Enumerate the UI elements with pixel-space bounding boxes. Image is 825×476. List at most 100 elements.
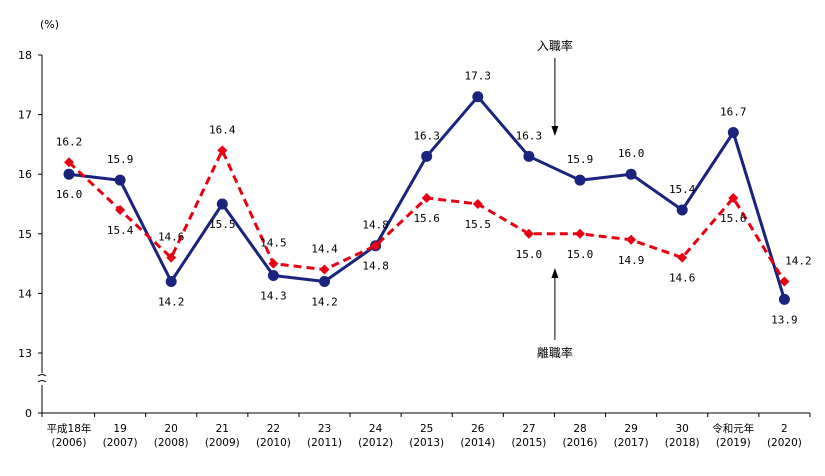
data-point-marker: [319, 275, 330, 287]
data-point-marker: [625, 168, 637, 180]
data-label: 14.5: [260, 237, 287, 250]
x-tick-label: 23: [318, 423, 331, 435]
data-point-marker: [114, 174, 126, 186]
data-label: 16.4: [209, 123, 236, 136]
data-point-marker: [216, 198, 228, 210]
x-tick-sublabel: (2017): [614, 437, 649, 449]
annotation-hiring-rate: 入職率: [537, 38, 573, 53]
data-point-marker: [166, 252, 177, 263]
data-label: 15.9: [107, 153, 134, 166]
y-tick-label: 15: [18, 228, 32, 241]
annotation-arrowhead: [551, 268, 559, 278]
x-tick-label: 27: [522, 423, 535, 435]
x-tick-sublabel: (2009): [205, 437, 240, 449]
data-label: 16.3: [413, 129, 440, 142]
data-point-marker: [779, 276, 790, 287]
y-tick-label: 17: [18, 109, 32, 122]
x-tick-sublabel: (2010): [256, 437, 291, 449]
data-label: 14.6: [158, 231, 185, 244]
data-label: 17.3: [465, 70, 492, 83]
data-label: 16.3: [516, 129, 543, 142]
data-point-marker: [626, 234, 637, 245]
x-tick-sublabel: (2014): [460, 437, 495, 449]
data-label: 14.2: [311, 295, 338, 308]
data-label: 14.4: [311, 243, 338, 256]
data-label: 14.8: [362, 219, 389, 232]
data-point-marker: [319, 264, 330, 275]
y-tick-label: 18: [18, 49, 32, 62]
x-tick-label: 20: [165, 423, 178, 435]
data-label: 15.6: [413, 212, 440, 225]
data-point-marker: [165, 275, 177, 287]
x-tick-label: 19: [113, 423, 126, 435]
x-axis-ticks: 平成18年 (2006) 19 (2007) 20 (2008) 21 (2009) 22 (20…: [41, 413, 811, 449]
data-point-marker: [727, 126, 739, 138]
data-point-marker: [370, 240, 381, 251]
y-tick-label: 0: [25, 407, 32, 420]
data-label: 14.3: [260, 290, 287, 303]
y-tick-label: 13: [18, 347, 32, 360]
data-point-marker: [472, 91, 484, 103]
data-label: 14.8: [362, 260, 389, 273]
data-label: 16.0: [618, 147, 645, 160]
data-label: 16.0: [56, 188, 83, 201]
data-point-marker: [217, 145, 228, 156]
data-label: 15.9: [567, 153, 594, 166]
data-label: 15.5: [209, 218, 236, 231]
series-group: [63, 91, 790, 305]
y-tick-label: 16: [18, 168, 32, 181]
data-label: 15.4: [669, 183, 696, 196]
x-tick-label: 30: [676, 423, 689, 435]
x-tick-sublabel: (2013): [409, 437, 444, 449]
data-point-marker: [63, 168, 75, 180]
x-tick-sublabel: (2011): [307, 437, 342, 449]
data-label: 16.7: [720, 105, 747, 118]
data-point-marker: [267, 270, 279, 282]
data-label: 14.6: [669, 272, 696, 285]
data-point-marker: [472, 199, 483, 209]
x-tick-sublabel: (2006): [52, 437, 87, 449]
y-axis-unit-label: (%): [40, 18, 59, 31]
axes: [37, 55, 810, 414]
data-label: 15.0: [516, 248, 543, 261]
x-tick-label: 28: [573, 423, 586, 435]
x-tick-label: 2: [781, 423, 788, 435]
data-label: 16.2: [56, 135, 83, 148]
annotation-separation-rate: 離職率: [537, 345, 573, 360]
data-label: 13.9: [771, 313, 798, 326]
data-point-marker: [421, 193, 432, 204]
axis-break-mark: [37, 374, 47, 383]
data-labels: 16.0 15.9 14.2 15.5 14.3 14.2 14.8 16.3 17.3 16.3…: [56, 70, 812, 327]
data-label: 14.2: [785, 254, 812, 267]
x-tick-sublabel: (2012): [358, 437, 393, 449]
x-tick-sublabel: (2016): [563, 437, 598, 449]
y-axis-ticks: 0 13 14 15 16 17 18: [18, 49, 42, 420]
data-point-marker: [575, 228, 585, 239]
x-tick-sublabel: (2015): [511, 437, 546, 449]
x-tick-label: 平成18年: [47, 422, 92, 435]
data-point-marker: [421, 150, 433, 162]
data-point-marker: [64, 157, 74, 168]
x-tick-sublabel: (2018): [665, 437, 700, 449]
x-tick-label: 令和元年: [712, 422, 754, 435]
x-tick-sublabel: (2020): [767, 437, 802, 449]
data-point-marker: [523, 228, 534, 239]
data-point-marker: [677, 252, 688, 263]
annotation-arrowhead: [551, 126, 559, 136]
data-label: 14.2: [158, 295, 185, 308]
data-point-marker: [676, 204, 688, 216]
data-point-marker: [778, 293, 790, 305]
x-tick-label: 24: [369, 423, 383, 435]
data-point-marker: [115, 204, 126, 215]
y-tick-label: 14: [18, 287, 32, 300]
data-point-marker: [523, 150, 535, 162]
data-label: 14.9: [618, 254, 645, 267]
x-tick-sublabel: (2007): [103, 437, 138, 449]
data-point-marker: [574, 174, 586, 186]
x-tick-sublabel: (2008): [154, 437, 189, 449]
x-tick-label: 25: [420, 423, 433, 435]
data-label: 15.4: [107, 224, 134, 237]
data-label: 15.0: [567, 248, 594, 261]
